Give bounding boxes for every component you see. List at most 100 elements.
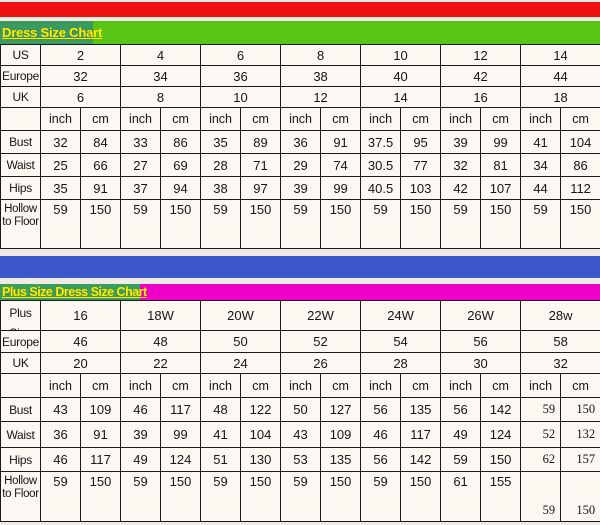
size-cell: 2: [39, 44, 122, 66]
measure-cell: 127: [320, 397, 362, 422]
size-cell: 52: [280, 330, 362, 353]
measure-cell: 53: [280, 447, 322, 472]
measure-cell: 109: [80, 397, 121, 422]
measure-cell: 150: [160, 199, 202, 249]
measure-cell: 117: [159, 397, 202, 422]
unit-cell: cm: [320, 107, 362, 131]
measure-cell: 150: [560, 199, 600, 249]
measure-cell: 44: [520, 176, 562, 200]
row-label: Plus Size: [0, 300, 41, 331]
blue-divider-banner: [0, 256, 600, 278]
measure-cell: 59: [40, 199, 81, 249]
plus-size-chart-title: Plus Size Dress Size Chart: [2, 285, 147, 299]
size-cell: 16: [40, 300, 121, 331]
unit-cell: inch: [280, 107, 322, 131]
size-cell: 14: [360, 86, 442, 108]
unit-cell: inch: [40, 373, 81, 398]
measure-cell: 59: [520, 471, 562, 522]
measure-cell: 36: [40, 421, 81, 448]
unit-cell: inch: [280, 373, 322, 398]
measure-cell: 37.5: [360, 130, 402, 154]
size-cell: 4: [120, 44, 202, 66]
unit-cell: inch: [360, 107, 402, 131]
measurement-row: Hollow to Floor 59 150 59 150 59 150 59 150 59 150…: [0, 199, 600, 249]
unit-cell: cm: [400, 107, 442, 131]
measure-cell: 94: [160, 176, 202, 200]
size-row: UK 20 22 24 26 28 30 32: [0, 352, 600, 374]
measure-cell: 77: [400, 153, 442, 177]
measure-cell: 25: [40, 153, 81, 177]
row-label: Waist: [0, 153, 41, 177]
size-cell: 10: [360, 44, 442, 66]
measure-cell: 59: [440, 447, 482, 472]
dress-size-chart-title: Dress Size Chart: [2, 25, 103, 40]
measure-cell: 46: [360, 421, 402, 448]
unit-cell: cm: [400, 373, 442, 398]
size-cell: 6: [39, 86, 122, 108]
measure-cell: 132: [560, 421, 600, 448]
row-label: Europe: [0, 330, 41, 353]
unit-cell: cm: [240, 373, 282, 398]
measure-cell: 104: [560, 130, 600, 154]
measure-cell: 59: [360, 199, 402, 249]
size-row: Europe 32 34 36 38 40 42 44: [0, 65, 600, 87]
size-cell: 30: [440, 352, 522, 374]
measure-cell: 117: [400, 421, 442, 448]
measure-cell: 62: [520, 447, 562, 472]
measure-cell: 59: [520, 397, 562, 422]
measure-cell: 51: [200, 447, 242, 472]
measure-cell: 59: [360, 471, 402, 522]
measure-cell: 104: [240, 421, 282, 448]
measure-cell: 86: [160, 130, 202, 154]
measure-cell: 150: [400, 199, 442, 249]
size-cell: 10: [200, 86, 282, 108]
row-label: Bust: [0, 397, 41, 422]
plus-size-chart-title-bar: Plus Size Dress Size Chart: [0, 284, 600, 300]
size-row: Europe 46 48 50 52 54 56 58: [0, 330, 600, 353]
measure-cell: 32: [440, 153, 482, 177]
measure-cell: 56: [360, 397, 402, 422]
size-cell: 12: [280, 86, 362, 108]
measure-cell: 41: [520, 130, 562, 154]
measure-cell: 48: [200, 397, 242, 422]
size-cell: 18: [520, 86, 600, 108]
measure-cell: 99: [480, 130, 522, 154]
plus-size-dress-table: Plus Size1618W20W22W24W26W28wEurope46485…: [0, 300, 600, 522]
measure-cell: 86: [560, 153, 600, 177]
measure-cell: 28: [200, 153, 242, 177]
measure-cell: 33: [120, 130, 162, 154]
size-cell: 26: [280, 352, 362, 374]
measure-cell: 29: [280, 153, 322, 177]
measurement-row: Hips 46 117 49 124 51 130 53 135 56 142 59 150 62 157: [0, 447, 600, 472]
measurement-row: Hips 35 91 37 94 38 97 39 99 40.5 103 42 107 44 112: [0, 176, 600, 200]
size-row: US 2 4 6 8 10 12 14: [0, 44, 600, 66]
measure-cell: 95: [400, 130, 442, 154]
measure-cell: 56: [360, 447, 402, 472]
measure-cell: 150: [400, 471, 442, 522]
measure-cell: 74: [320, 153, 362, 177]
measure-cell: 32: [40, 130, 81, 154]
row-label: Hollow to Floor: [0, 471, 41, 522]
measure-cell: 84: [79, 130, 122, 154]
size-cell: 12: [440, 44, 522, 66]
measure-cell: 130: [240, 447, 282, 472]
measure-cell: 150: [159, 471, 202, 522]
measure-cell: 40.5: [360, 176, 402, 200]
measure-cell: 39: [120, 421, 161, 448]
measure-cell: 150: [560, 471, 600, 522]
measurement-row: Waist 36 91 39 99 41 104 43 109 46 117 49 124 52 132: [0, 421, 600, 448]
row-label: Hollow to Floor: [0, 199, 41, 249]
measure-cell: 43: [40, 397, 81, 422]
size-cell: 20: [40, 352, 121, 374]
measure-cell: 42: [440, 176, 482, 200]
unit-cell: cm: [160, 107, 202, 131]
measure-cell: 46: [120, 397, 161, 422]
measure-cell: 30.5: [360, 153, 402, 177]
measure-cell: 59: [520, 199, 562, 249]
measure-cell: 59: [280, 199, 322, 249]
measure-cell: 135: [400, 397, 442, 422]
unit-cell: cm: [159, 373, 202, 398]
unit-header-row: inch cm inch cm inch cm inch cm inch cm inch cm inch…: [0, 373, 600, 398]
measure-cell: 157: [560, 447, 600, 472]
